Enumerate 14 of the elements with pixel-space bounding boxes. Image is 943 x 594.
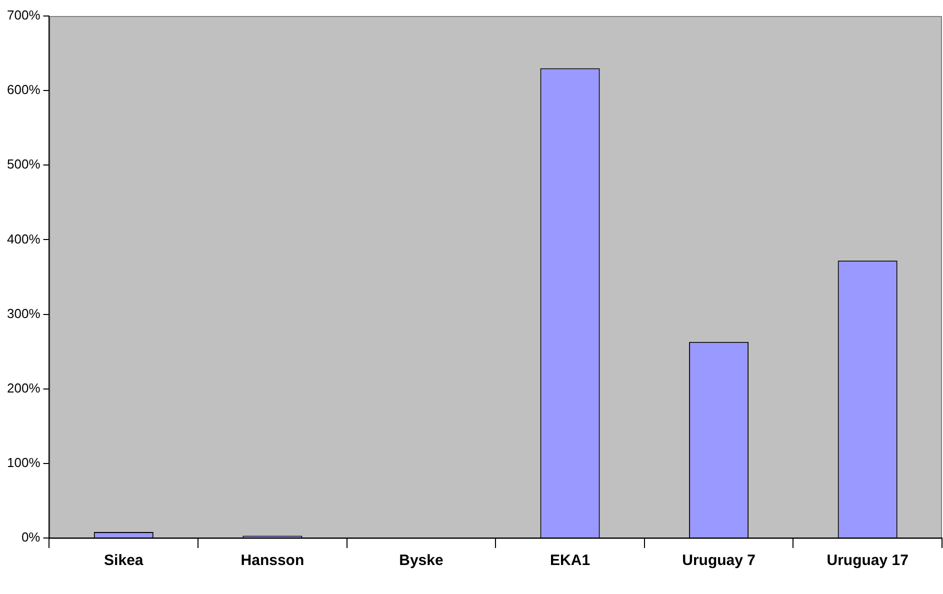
- x-tick-label: EKA1: [550, 552, 590, 570]
- x-tick-label: Uruguay 7: [682, 552, 756, 570]
- x-tick-label: Byske: [399, 552, 444, 570]
- y-tick-label: 0%: [21, 530, 41, 545]
- y-tick-label: 400%: [7, 231, 41, 246]
- x-tick-label: Hansson: [240, 552, 304, 570]
- y-tick-label: 200%: [7, 380, 41, 396]
- y-tick-label: 100%: [7, 455, 41, 470]
- y-tick-label: 500%: [7, 156, 41, 172]
- x-tick-label: Sikea: [104, 552, 144, 570]
- x-tick-label: Uruguay 17: [826, 552, 908, 570]
- y-tick-label: 700%: [7, 8, 41, 23]
- y-tick-label: 600%: [7, 82, 41, 98]
- y-tick-label: 300%: [7, 306, 41, 321]
